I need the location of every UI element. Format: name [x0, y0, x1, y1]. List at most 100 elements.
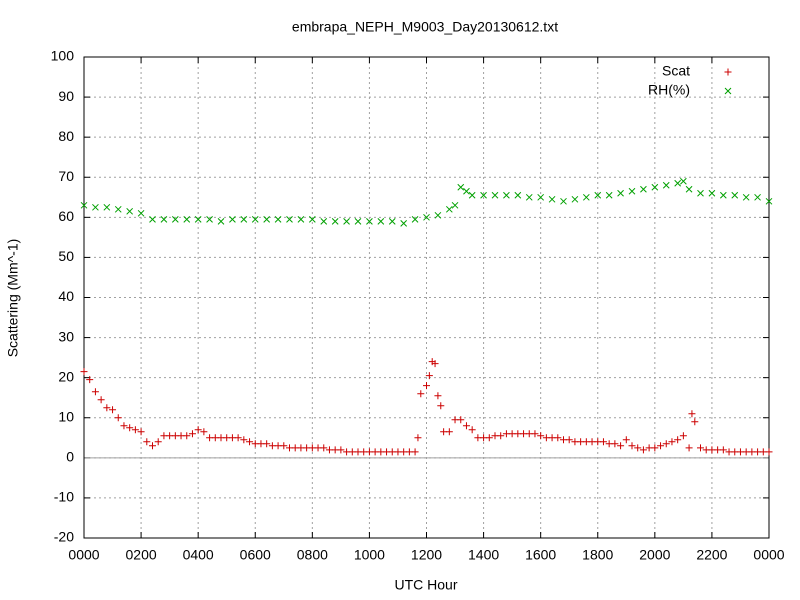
point: [188, 430, 196, 438]
point: [149, 215, 156, 223]
point: [423, 382, 430, 390]
y-tick-label: -20: [54, 529, 74, 545]
point: [599, 438, 607, 446]
point: [651, 444, 659, 452]
point: [149, 442, 156, 450]
point: [457, 416, 465, 424]
point: [97, 396, 105, 404]
point: [754, 193, 761, 201]
y-tick-label: 0: [66, 449, 74, 465]
plot-border: [83, 56, 770, 539]
point: [514, 191, 522, 199]
point: [114, 205, 122, 213]
point: [451, 201, 459, 209]
point: [434, 211, 442, 219]
point: [680, 177, 687, 185]
point: [92, 203, 99, 211]
point: [206, 215, 213, 223]
x-tick-label: 1600: [525, 547, 556, 563]
point: [234, 434, 242, 442]
point: [617, 189, 624, 197]
point: [103, 404, 111, 412]
point: [571, 195, 579, 203]
point: [154, 438, 162, 446]
point: [263, 440, 271, 448]
point: [765, 197, 773, 205]
x-tick-label: 0800: [297, 547, 328, 563]
point: [622, 436, 630, 444]
point: [617, 442, 625, 450]
point: [86, 376, 94, 384]
point: [366, 217, 373, 225]
point: [354, 217, 362, 225]
point: [91, 388, 99, 396]
point: [548, 195, 556, 203]
point: [697, 444, 704, 452]
point: [674, 436, 682, 444]
point: [417, 390, 425, 398]
point: [137, 209, 145, 217]
point: [491, 191, 499, 199]
point: [131, 426, 139, 434]
point: [463, 187, 470, 195]
point: [697, 189, 704, 197]
y-tick-label: 50: [58, 248, 74, 264]
point: [251, 215, 259, 223]
point: [194, 426, 202, 434]
point: [263, 215, 271, 223]
point: [688, 410, 696, 418]
point: [719, 191, 727, 199]
y-tick-label: 60: [58, 208, 74, 224]
point: [411, 448, 419, 456]
point: [480, 191, 487, 199]
point: [246, 438, 254, 446]
point: [503, 191, 510, 199]
point: [485, 434, 493, 442]
point: [400, 219, 408, 227]
point: [431, 360, 439, 368]
x-tick-label: 1800: [582, 547, 613, 563]
point: [423, 213, 430, 221]
x-tick-label: 1200: [411, 547, 442, 563]
point: [120, 422, 128, 430]
x-tick-label: 0000: [753, 547, 784, 563]
point: [80, 201, 88, 209]
point: [468, 191, 476, 199]
x-tick-label: 2000: [639, 547, 670, 563]
point: [560, 197, 567, 205]
point: [674, 179, 682, 187]
y-tick-label: 10: [58, 408, 74, 424]
point: [411, 215, 419, 223]
point: [657, 442, 665, 450]
x-tick-label: 0400: [183, 547, 214, 563]
x-tick-label: 0600: [240, 547, 271, 563]
point: [554, 434, 562, 442]
x-tick-label: 0000: [68, 547, 99, 563]
point: [765, 448, 773, 456]
y-axis-label: Scattering (Mm^-1): [5, 239, 21, 358]
point: [531, 430, 539, 438]
point: [183, 432, 191, 440]
point: [445, 428, 453, 436]
point: [582, 193, 590, 201]
point: [80, 368, 88, 376]
point: [605, 191, 613, 199]
point: [126, 424, 134, 432]
point: [200, 428, 208, 436]
point: [662, 440, 670, 448]
y-tick-label: 100: [51, 48, 75, 64]
point: [679, 432, 687, 440]
point: [425, 372, 433, 380]
point: [171, 215, 179, 223]
point: [229, 215, 236, 223]
point: [497, 432, 505, 440]
point: [685, 185, 693, 193]
point: [462, 422, 470, 430]
point: [708, 189, 716, 197]
point: [731, 191, 739, 199]
point: [434, 392, 442, 400]
y-tick-label: 90: [58, 88, 74, 104]
point: [240, 215, 248, 223]
point: [628, 442, 636, 450]
